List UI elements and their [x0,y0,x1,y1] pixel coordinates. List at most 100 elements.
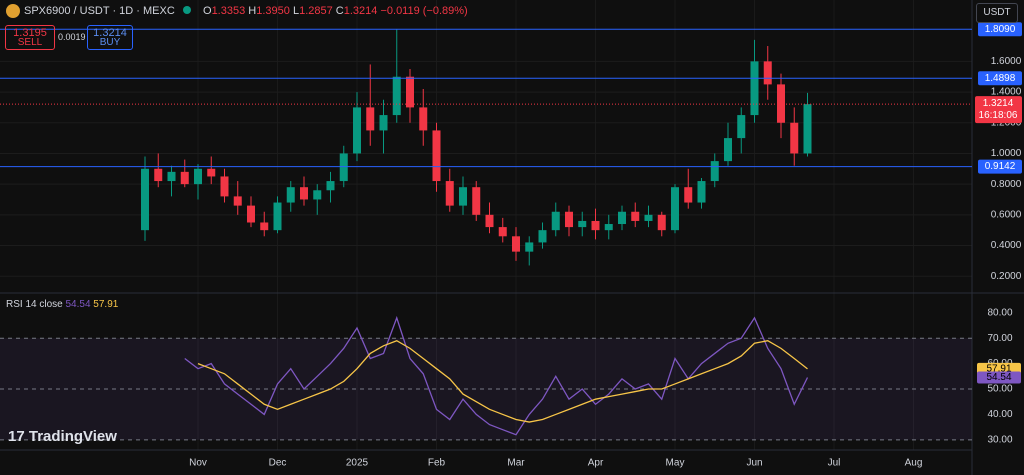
candle-body [578,220,587,228]
sell-label: SELL [17,37,43,48]
price-tick-label: 0.4000 [991,240,1022,251]
candle-body [538,230,547,243]
candle-body [233,196,242,206]
sell-price: 1.3195 [13,27,47,39]
candle-body [194,168,202,185]
level-label-bg [978,159,1022,174]
time-label: May [666,458,685,469]
candle-body [618,211,626,225]
candle-body [604,224,613,231]
price-tick-label: 0.6000 [991,209,1022,220]
symbol-icon [6,4,20,18]
rsi-tick-label: 50.00 [987,384,1012,395]
candle-body [273,202,282,231]
candle-body [710,161,719,182]
time-label: Feb [428,458,446,469]
candle-body [141,168,149,231]
candle-body [353,107,361,154]
candle-body [180,171,189,185]
buy-label: BUY [99,37,121,48]
candle-body [366,107,375,131]
spread: 0.0019 [58,32,86,42]
candle-body [260,222,269,231]
price-tick-label: 1.6000 [991,56,1022,67]
countdown: 16:18:06 [979,110,1018,121]
candle-body [300,187,308,200]
time-label: Dec [269,458,287,469]
l-value: 1.2857 [299,5,333,17]
rsi-last-bg [977,371,1021,384]
candle-body [485,214,494,228]
price-tick-label: 1.0000 [991,148,1022,159]
candle-body [657,214,666,231]
candle-body [631,211,640,221]
candle-body [379,115,388,131]
time-label: Jun [746,458,762,469]
candle-body [498,227,507,237]
rsi-last-label: 54.54 [986,372,1011,383]
symbol: SPX6900 / USDT · 1D · MEXC [24,5,175,17]
buy-price: 1.3214 [93,27,127,39]
candle-body [459,187,467,206]
candle-body [684,187,693,203]
candle-body [790,122,799,154]
buy-button[interactable]: 1.3214 BUY [87,25,133,50]
o-label: O [203,5,212,17]
candle-body [763,61,772,85]
candle-body [286,187,295,203]
candle-body [803,104,812,154]
time-label: 2025 [346,458,369,469]
rsi-last-label: 57.91 [986,364,1011,375]
level-label: 0.9142 [985,161,1016,172]
last-price-label: 1.3214 [983,98,1014,109]
candle-body [777,84,785,123]
candle-body [419,107,428,131]
rsi-tick-label: 70.00 [987,333,1012,344]
brand-name: TradingView [28,428,117,445]
candle-body [671,187,679,231]
l-label: L [292,5,300,17]
candle-body [644,214,653,221]
candle-body [750,61,759,116]
time-label: Aug [905,458,923,469]
candle-body [525,242,534,252]
candle-body [724,138,732,162]
candle-body [472,187,481,215]
rsi-value: 54.54 [65,299,91,310]
candle-body [565,211,573,228]
rsi-params: 14 close [25,299,63,310]
c-label: C [335,5,344,17]
market-status [183,6,191,14]
h-label: H [248,5,257,17]
candle-body [207,168,216,177]
time-label: Apr [588,458,604,469]
ohlc: O1.3353 H1.3950 L1.2857 C1.3214 −0.0119 … [203,5,468,17]
sell-button[interactable]: 1.3195 SELL [5,25,55,50]
candle-body [247,205,255,223]
candle-body [445,181,454,206]
candle-body [339,153,348,182]
time-label: Jul [828,458,841,469]
candle-body [154,168,163,182]
price-tick-label: 1.4000 [991,87,1022,98]
rsi-legend: RSI 14 close 54.54 57.91 [6,299,118,310]
level-label-bg [978,22,1022,37]
rsi-tick-label: 30.00 [987,434,1012,445]
candle-body [392,76,401,116]
candle-body [591,220,600,231]
time-label: Mar [507,458,525,469]
candle-body [697,181,706,203]
candle-body [313,190,322,200]
candle-body [432,130,441,182]
price-tick-label: 0.2000 [991,271,1022,282]
candle-body [220,176,229,197]
c-value: 1.3214 [343,5,378,17]
rsi-line [197,340,808,423]
candle-body [512,236,520,252]
rsi-line [184,315,809,436]
change: −0.0119 (−0.89%) [380,5,468,17]
currency-selector[interactable]: USDT [976,3,1018,23]
candle-body [326,181,335,191]
